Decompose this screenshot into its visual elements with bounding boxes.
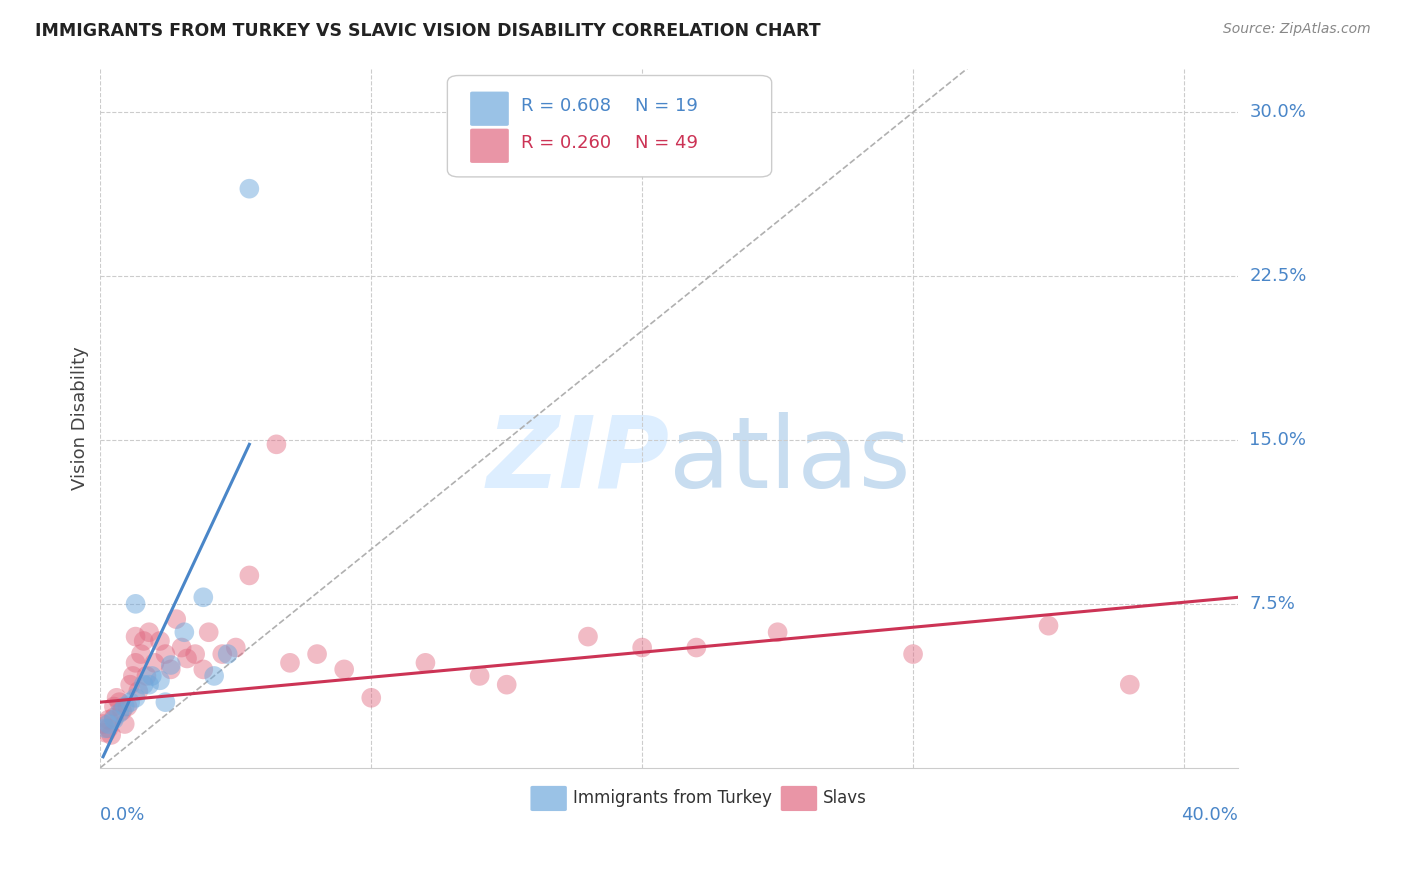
Point bbox=[468, 669, 491, 683]
Point bbox=[97, 717, 120, 731]
Point bbox=[1119, 678, 1142, 692]
Point bbox=[165, 612, 187, 626]
Point bbox=[114, 699, 136, 714]
Point bbox=[94, 722, 117, 736]
Point bbox=[193, 591, 215, 605]
Text: 30.0%: 30.0% bbox=[1250, 103, 1306, 121]
Point bbox=[108, 695, 131, 709]
Point bbox=[1038, 618, 1060, 632]
Point bbox=[120, 695, 142, 709]
Point bbox=[170, 640, 193, 655]
Point bbox=[114, 717, 136, 731]
Point bbox=[495, 678, 517, 692]
Point bbox=[124, 630, 146, 644]
Text: Immigrants from Turkey: Immigrants from Turkey bbox=[572, 789, 772, 807]
Point bbox=[159, 658, 181, 673]
Text: 40.0%: 40.0% bbox=[1181, 806, 1239, 824]
Text: Source: ZipAtlas.com: Source: ZipAtlas.com bbox=[1223, 22, 1371, 37]
FancyBboxPatch shape bbox=[530, 786, 567, 811]
Text: atlas: atlas bbox=[669, 411, 911, 508]
Point bbox=[217, 647, 239, 661]
Point bbox=[135, 669, 157, 683]
Point bbox=[211, 647, 233, 661]
FancyBboxPatch shape bbox=[447, 76, 772, 177]
Point bbox=[149, 673, 172, 688]
Point bbox=[111, 704, 134, 718]
Text: IMMIGRANTS FROM TURKEY VS SLAVIC VISION DISABILITY CORRELATION CHART: IMMIGRANTS FROM TURKEY VS SLAVIC VISION … bbox=[35, 22, 821, 40]
Point bbox=[105, 690, 128, 705]
Point bbox=[238, 568, 260, 582]
Point bbox=[103, 699, 125, 714]
Text: 22.5%: 22.5% bbox=[1250, 267, 1306, 285]
Point bbox=[103, 710, 125, 724]
Point bbox=[278, 656, 301, 670]
Text: 7.5%: 7.5% bbox=[1250, 595, 1295, 613]
Point bbox=[143, 656, 166, 670]
Point bbox=[97, 722, 120, 736]
Point bbox=[631, 640, 654, 655]
Point bbox=[333, 662, 356, 676]
Point bbox=[149, 634, 172, 648]
Point bbox=[184, 647, 207, 661]
Point bbox=[901, 647, 924, 661]
Text: 15.0%: 15.0% bbox=[1250, 431, 1306, 449]
Point bbox=[155, 695, 177, 709]
Y-axis label: Vision Disability: Vision Disability bbox=[72, 346, 89, 490]
Point bbox=[266, 437, 288, 451]
FancyBboxPatch shape bbox=[470, 128, 509, 163]
Point bbox=[576, 630, 599, 644]
Point bbox=[129, 647, 152, 661]
Point bbox=[197, 625, 219, 640]
Point bbox=[173, 625, 195, 640]
Point bbox=[415, 656, 437, 670]
Text: R = 0.260: R = 0.260 bbox=[522, 135, 612, 153]
Point bbox=[127, 684, 149, 698]
Point bbox=[360, 690, 382, 705]
Point bbox=[117, 699, 139, 714]
Point bbox=[307, 647, 329, 661]
Point bbox=[202, 669, 225, 683]
Point bbox=[94, 725, 117, 739]
Point bbox=[176, 651, 198, 665]
FancyBboxPatch shape bbox=[470, 92, 509, 126]
Point bbox=[120, 678, 142, 692]
Point bbox=[97, 713, 120, 727]
Point bbox=[225, 640, 247, 655]
Text: N = 49: N = 49 bbox=[636, 135, 699, 153]
Point bbox=[124, 597, 146, 611]
Point bbox=[138, 678, 160, 692]
Point bbox=[108, 706, 131, 720]
Text: R = 0.608: R = 0.608 bbox=[522, 96, 612, 114]
Point bbox=[121, 669, 143, 683]
FancyBboxPatch shape bbox=[780, 786, 817, 811]
Point bbox=[685, 640, 707, 655]
Point bbox=[91, 717, 114, 731]
Point bbox=[103, 713, 125, 727]
Point bbox=[193, 662, 215, 676]
Point bbox=[141, 669, 163, 683]
Point bbox=[766, 625, 789, 640]
Point bbox=[132, 678, 155, 692]
Point bbox=[124, 690, 146, 705]
Text: ZIP: ZIP bbox=[486, 411, 669, 508]
Text: N = 19: N = 19 bbox=[636, 96, 697, 114]
Point bbox=[159, 662, 181, 676]
Point bbox=[124, 656, 146, 670]
Point bbox=[132, 634, 155, 648]
Point bbox=[138, 625, 160, 640]
Text: 0.0%: 0.0% bbox=[100, 806, 146, 824]
Point bbox=[155, 647, 177, 661]
Text: Slavs: Slavs bbox=[823, 789, 866, 807]
Point bbox=[238, 182, 260, 196]
Point bbox=[100, 728, 122, 742]
